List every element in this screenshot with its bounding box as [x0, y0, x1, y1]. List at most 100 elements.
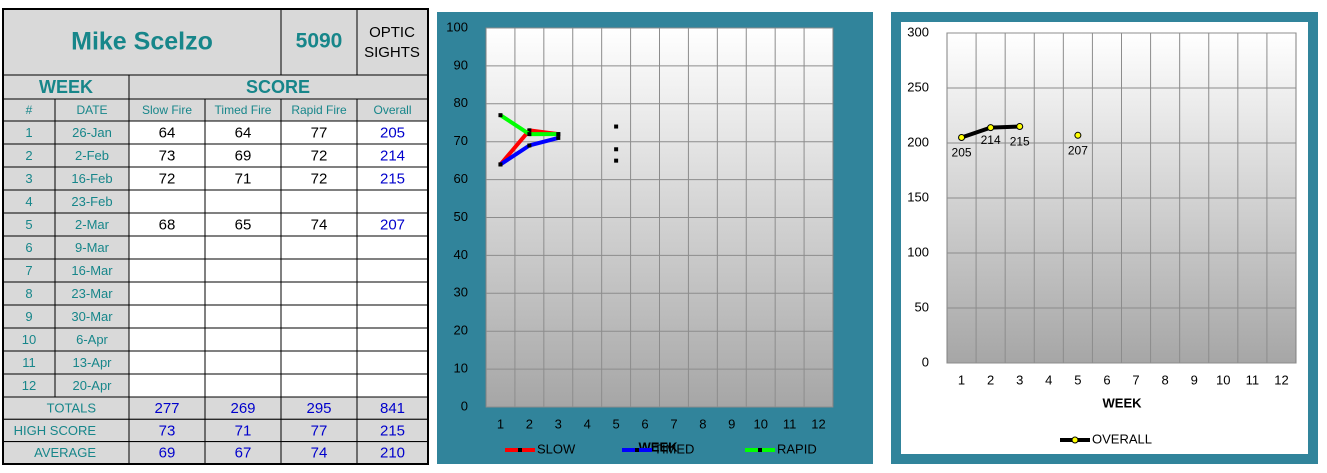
cell: [280, 327, 358, 352]
y-tick-label: 250: [907, 79, 929, 94]
row-label: 23-Feb: [71, 194, 112, 209]
point: [758, 448, 762, 452]
cell: [128, 327, 206, 352]
cell: [204, 189, 282, 214]
point: [614, 158, 619, 163]
cell: [356, 350, 429, 375]
row-label: 9: [25, 309, 32, 324]
group-header: SCORE: [246, 77, 310, 97]
cell: [280, 235, 358, 260]
row-label: 5: [25, 217, 32, 232]
row-label: 9-Mar: [75, 240, 110, 255]
score: 64: [235, 124, 252, 141]
row-label: 26-Jan: [72, 125, 112, 140]
data-label: 214: [981, 133, 1001, 147]
row-label: 8: [25, 286, 32, 301]
summary-value: 215: [380, 422, 405, 439]
score: 207: [380, 216, 405, 233]
summary-value: 69: [159, 445, 176, 462]
score: 73: [159, 147, 176, 164]
point: [635, 448, 639, 452]
y-tick-label: 70: [454, 133, 468, 148]
table-border: [2, 8, 429, 465]
cell: [2, 8, 282, 76]
column-header: Rapid Fire: [291, 103, 347, 117]
row-label: 2-Mar: [75, 217, 110, 232]
summary-label: AVERAGE: [34, 445, 96, 460]
point: [498, 113, 503, 118]
point: [527, 132, 532, 137]
score: 64: [159, 124, 176, 141]
cell: [128, 373, 206, 398]
column-header: Slow Fire: [142, 103, 192, 117]
row-label: 30-Mar: [71, 309, 113, 324]
point: [987, 124, 995, 132]
cell: [280, 350, 358, 375]
cell: [356, 8, 429, 76]
x-tick-label: 3: [1016, 372, 1023, 387]
row-label: 16-Mar: [71, 263, 113, 278]
y-tick-label: 50: [915, 299, 929, 314]
summary-value: 210: [380, 445, 405, 462]
cell: [356, 373, 429, 398]
summary-value: 277: [154, 400, 179, 417]
row-label: 2: [25, 148, 32, 163]
cell: [204, 327, 282, 352]
x-tick-label: 3: [555, 416, 562, 431]
y-tick-label: 30: [454, 285, 468, 300]
cell: [204, 258, 282, 283]
summary-value: 67: [235, 445, 252, 462]
x-tick-label: 8: [1162, 372, 1169, 387]
cell: [356, 327, 429, 352]
point: [614, 147, 619, 152]
cell: [280, 373, 358, 398]
summary-label: HIGH SCORE: [14, 423, 97, 438]
point: [518, 448, 522, 452]
row-label: 11: [22, 355, 36, 370]
group-header: WEEK: [39, 77, 93, 97]
y-tick-label: 200: [907, 134, 929, 149]
cell: [356, 304, 429, 329]
x-tick-label: 10: [753, 416, 767, 431]
score: 72: [311, 170, 328, 187]
row-label: 1: [25, 125, 32, 140]
score: 74: [311, 216, 328, 233]
cell: [356, 235, 429, 260]
cell: [280, 258, 358, 283]
score: 72: [311, 147, 328, 164]
score: 205: [380, 124, 405, 141]
x-tick-label: 10: [1216, 372, 1230, 387]
category-label: OPTIC: [369, 24, 415, 41]
score: 214: [380, 147, 405, 164]
x-tick-label: 2: [987, 372, 994, 387]
x-tick-label: 5: [613, 416, 620, 431]
row-label: 23-Mar: [71, 286, 113, 301]
point: [556, 132, 561, 137]
x-tick-label: 4: [1045, 372, 1052, 387]
x-tick-label: 4: [584, 416, 591, 431]
point: [527, 128, 532, 133]
legend-label: RAPID: [777, 441, 817, 456]
row-label: 13-Apr: [72, 355, 112, 370]
score: 69: [235, 147, 252, 164]
cell: [128, 350, 206, 375]
score: 77: [311, 124, 328, 141]
x-tick-label: 6: [1103, 372, 1110, 387]
x-axis-title: WEEK: [1103, 395, 1143, 410]
data-label: 207: [1068, 143, 1088, 157]
y-tick-label: 10: [454, 361, 468, 376]
y-tick-label: 50: [454, 209, 468, 224]
x-tick-label: 12: [811, 416, 825, 431]
x-tick-label: 2: [526, 416, 533, 431]
point: [614, 124, 619, 129]
score: 68: [159, 216, 176, 233]
row-label: 10: [22, 332, 36, 347]
row-label: 20-Apr: [72, 378, 112, 393]
data-label: 215: [1010, 135, 1030, 149]
cell: [204, 373, 282, 398]
category-label: SIGHTS: [364, 44, 420, 61]
cell: [128, 235, 206, 260]
summary-value: 73: [159, 422, 176, 439]
